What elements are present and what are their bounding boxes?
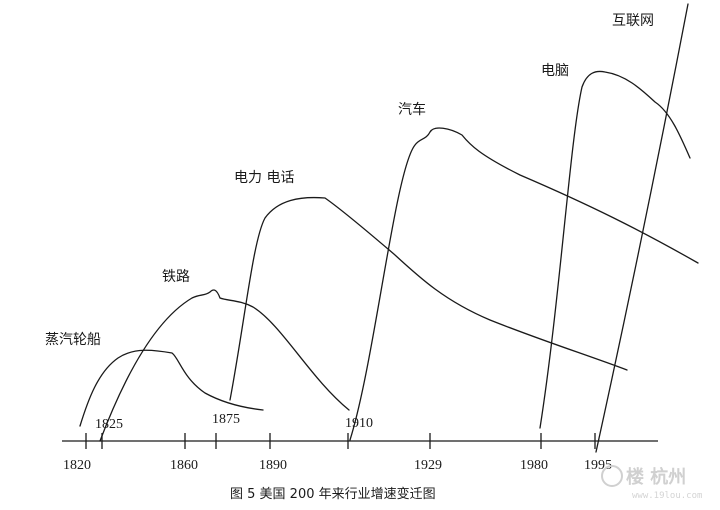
start-year-label: 1875 — [212, 412, 240, 427]
watermark: 楼 杭州 www.19lou.com — [601, 465, 702, 501]
industry-label-railroad: 铁路 — [162, 269, 190, 285]
industry-label-steamship: 蒸汽轮船 — [45, 332, 101, 348]
start-year-label: 1825 — [95, 417, 123, 432]
curve-electricity-telephone — [229, 196, 628, 401]
curve-computer — [539, 70, 691, 429]
watermark-url: www.19lou.com — [632, 491, 702, 501]
axis-year-label: 1860 — [170, 458, 198, 473]
axis-year-label: 1820 — [63, 458, 91, 473]
industry-label-electricity-telephone: 电力 电话 — [234, 170, 294, 186]
axis-year-label: 1980 — [520, 458, 548, 473]
curve-internet — [595, 3, 689, 453]
start-year-label: 1910 — [345, 416, 373, 431]
watermark-logo-icon — [601, 465, 623, 487]
axis-year-label: 1890 — [259, 458, 287, 473]
industry-label-computer: 电脑 — [541, 63, 569, 79]
industry-label-automobile: 汽车 — [398, 101, 426, 118]
axis-year-label: 1995 — [584, 458, 612, 473]
curve-steamship — [79, 349, 264, 427]
industry-label-internet: 互联网 — [612, 13, 654, 29]
axis-year-label: 1929 — [414, 458, 442, 473]
watermark-logo-text: 楼 杭州 — [626, 466, 686, 488]
curve-automobile — [349, 127, 699, 441]
curve-railroad — [99, 289, 350, 442]
figure-caption: 图 5 美国 200 年来行业增速变迁图 — [230, 486, 436, 502]
